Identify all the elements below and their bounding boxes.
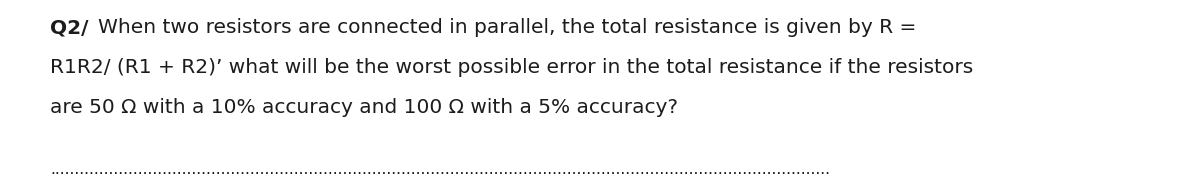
- Text: are 50 Ω with a 10% accuracy and 100 Ω with a 5% accuracy?: are 50 Ω with a 10% accuracy and 100 Ω w…: [50, 98, 678, 117]
- Text: When two resistors are connected in parallel, the total resistance is given by R: When two resistors are connected in para…: [98, 18, 917, 37]
- Text: R1R2/ (R1 + R2)’ what will be the worst possible error in the total resistance i: R1R2/ (R1 + R2)’ what will be the worst …: [50, 58, 973, 77]
- Text: ................................................................................: ........................................…: [50, 162, 830, 177]
- Text: Q2/: Q2/: [50, 18, 89, 37]
